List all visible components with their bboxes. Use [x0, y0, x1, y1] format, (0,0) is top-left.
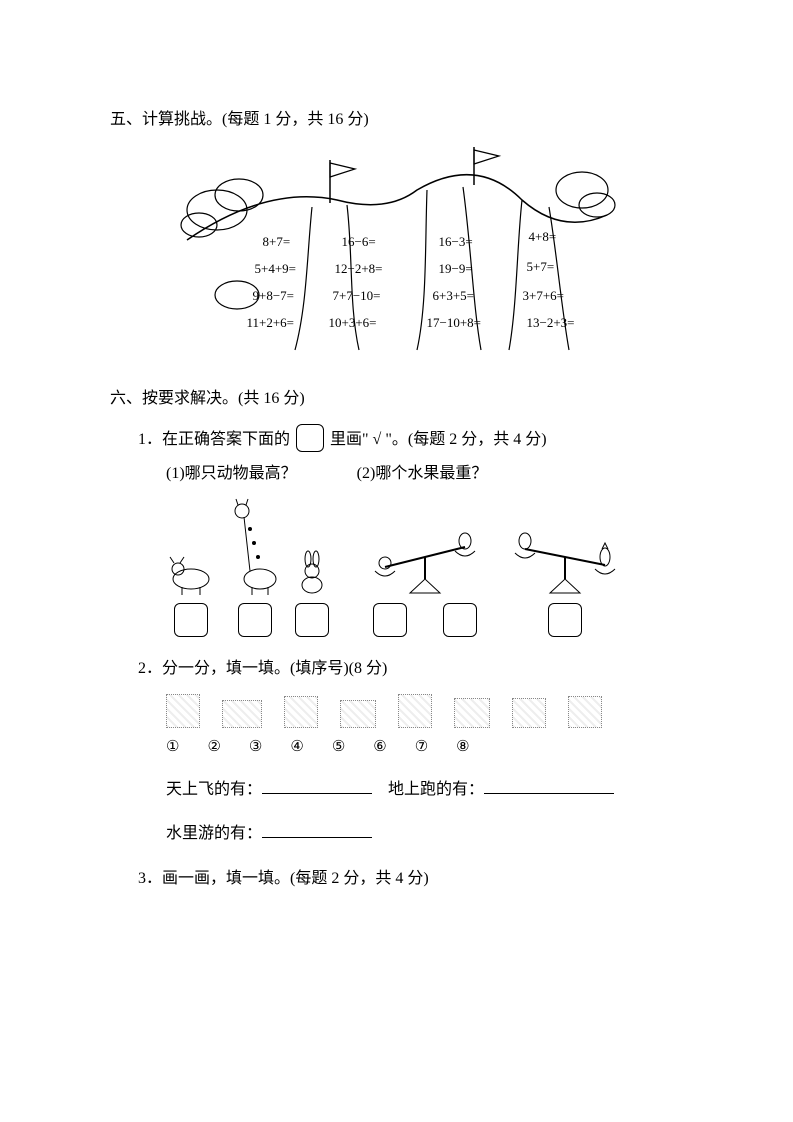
q3-title: 3．画一画，填一填。(每题 2 分，共 4 分)	[110, 865, 683, 894]
eq-c2-r1: 16−6=	[342, 230, 376, 253]
animal-icon-6	[454, 698, 490, 728]
goat-icon	[166, 537, 216, 597]
eq-c2-r3: 7+7−10=	[333, 284, 381, 307]
inline-answer-box	[296, 424, 324, 452]
q1-stem: 1．在正确答案下面的 里画" √ "。(每题 2 分，共 4 分)	[110, 424, 683, 455]
q2-fly-label: 天上飞的有：	[166, 781, 262, 798]
q1a-box-rabbit[interactable]	[295, 603, 329, 637]
eq-c1-r4: 11+2+6=	[247, 311, 295, 334]
label-5: ⑤	[332, 734, 345, 761]
animal-icon-8	[568, 696, 602, 728]
label-3: ③	[249, 734, 262, 761]
section5-heading: 五、计算挑战。(每题 1 分，共 16 分)	[110, 106, 683, 135]
q2-fly-blank[interactable]	[262, 775, 372, 794]
q2-run-label: 地上跑的有：	[388, 781, 484, 798]
q1-subquestions: (1)哪只动物最高？ (2)哪个水果最重？	[110, 460, 683, 489]
q1-sub1: (1)哪只动物最高？	[166, 460, 297, 489]
q1-stem-b: 里画" √ "。(每题 2 分，共 4 分)	[330, 431, 547, 448]
eq-c4-r3: 3+7+6=	[523, 284, 565, 307]
q1b-box-fruit3[interactable]	[548, 603, 582, 637]
q2-title: 2．分一分，填一填。(填序号)(8 分)	[110, 655, 683, 684]
q1-illustrations	[166, 497, 683, 637]
eq-c2-r2: 12−2+8=	[335, 257, 383, 280]
animal-icon-2	[222, 700, 262, 728]
animal-icon-4	[340, 700, 376, 728]
q2-line-fly: 天上飞的有： 地上跑的有：	[110, 775, 683, 805]
q1b-box-fruit2[interactable]	[443, 603, 477, 637]
eq-c3-r4: 17−10+8=	[427, 311, 482, 334]
animal-icon-7	[512, 698, 546, 728]
eq-c2-r4: 10+3+6=	[329, 311, 377, 334]
animal-icon-3	[284, 696, 318, 728]
q2-run-blank[interactable]	[484, 775, 614, 794]
label-2: ②	[207, 734, 220, 761]
label-8: ⑧	[456, 734, 469, 761]
label-1: ①	[166, 734, 179, 761]
eq-c4-r2: 5+7=	[527, 255, 555, 278]
q2-swim-label: 水里游的有：	[166, 825, 262, 842]
eq-c3-r1: 16−3=	[439, 230, 473, 253]
q1b-box-fruit1[interactable]	[373, 603, 407, 637]
eq-c1-r1: 8+7=	[263, 230, 291, 253]
q2-line-swim: 水里游的有：	[110, 819, 683, 849]
label-7: ⑦	[415, 734, 428, 761]
balance-scale-1-icon	[370, 527, 480, 597]
eq-c1-r2: 5+4+9=	[255, 257, 297, 280]
giraffe-icon	[230, 497, 280, 597]
q1a-box-goat[interactable]	[174, 603, 208, 637]
label-6: ⑥	[373, 734, 386, 761]
label-4: ④	[290, 734, 303, 761]
rabbit-icon	[294, 547, 330, 597]
q1a-box-giraffe[interactable]	[238, 603, 272, 637]
q2-icons	[166, 694, 683, 728]
section6-heading: 六、按要求解决。(共 16 分)	[110, 385, 683, 414]
eq-c4-r4: 13−2+3=	[527, 311, 575, 334]
eq-c3-r2: 19−9=	[439, 257, 473, 280]
animal-icon-1	[166, 694, 200, 728]
eq-c4-r1: 4+8=	[529, 225, 557, 248]
balance-scale-2-icon	[510, 527, 620, 597]
eq-c3-r3: 6+3+5=	[433, 284, 475, 307]
q2-swim-blank[interactable]	[262, 819, 372, 838]
eq-c1-r3: 9+8−7=	[253, 284, 295, 307]
q1-sub2: (2)哪个水果最重？	[357, 460, 488, 489]
section5-diagram: 8+7= 5+4+9= 9+8−7= 11+2+6= 16−6= 12−2+8=…	[177, 145, 617, 355]
q1-stem-a: 1．在正确答案下面的	[138, 431, 290, 448]
page: 五、计算挑战。(每题 1 分，共 16 分) 8	[0, 0, 793, 960]
animal-icon-5	[398, 694, 432, 728]
q2-number-labels: ① ② ③ ④ ⑤ ⑥ ⑦ ⑧	[166, 734, 683, 761]
